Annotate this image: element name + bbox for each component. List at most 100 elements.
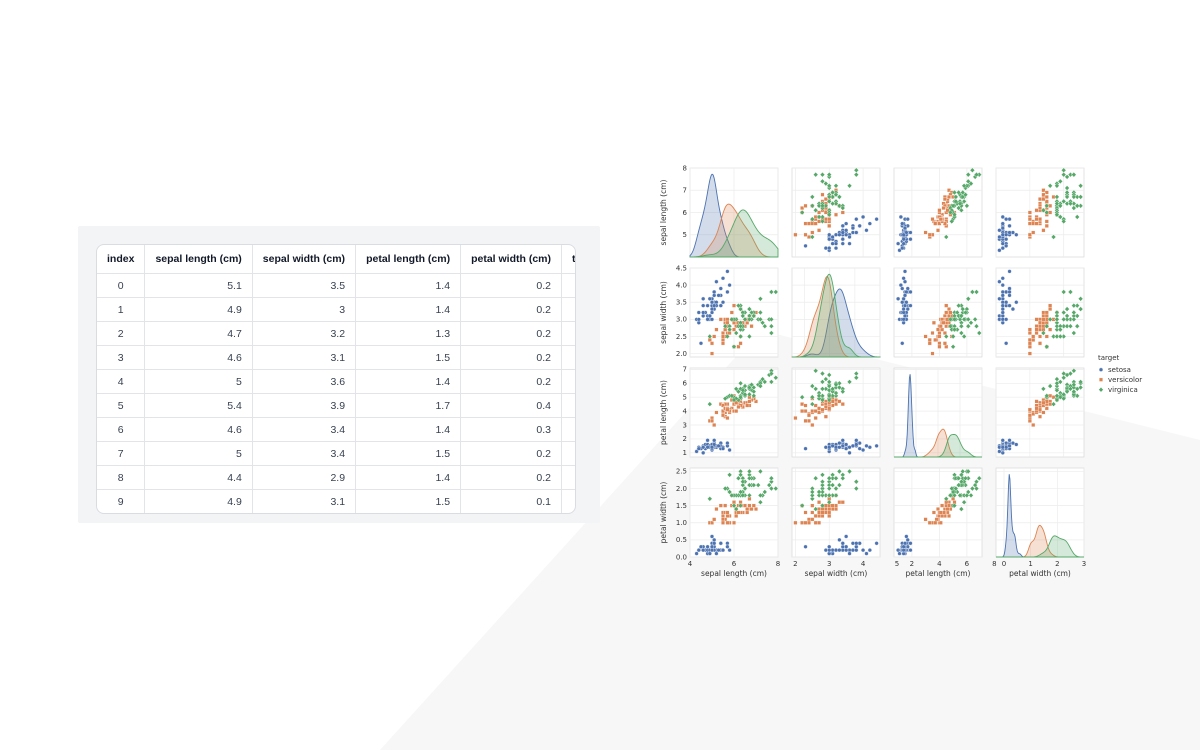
scatter-point-setosa xyxy=(1007,293,1012,298)
scatter-point-versicolor xyxy=(803,203,808,208)
scatter-point-versicolor xyxy=(725,510,730,515)
scatter-point-versicolor xyxy=(725,320,730,325)
scatter-point-versicolor xyxy=(721,334,725,339)
scatter-point-setosa xyxy=(847,551,852,556)
scatter-point-versicolor xyxy=(817,520,822,525)
scatter-point-virginica xyxy=(1054,393,1060,399)
scatter-point-setosa xyxy=(901,241,906,246)
table-cell: 0.2 xyxy=(460,321,562,346)
scatter-point-versicolor xyxy=(721,403,725,408)
scatter-point-virginica xyxy=(840,475,846,481)
scatter-point-virginica xyxy=(836,203,842,209)
scatter-point-setosa xyxy=(997,296,1002,301)
scatter-point-setosa xyxy=(1000,320,1005,325)
scatter-point-virginica xyxy=(809,492,815,499)
scatter-point-setosa xyxy=(1000,246,1005,251)
scatter-point-versicolor xyxy=(944,344,949,349)
scatter-point-virginica xyxy=(819,397,826,403)
scatter-point-setosa xyxy=(1000,221,1005,226)
scatter-point-virginica xyxy=(773,289,779,295)
scatter-point-versicolor xyxy=(1048,327,1053,332)
kde-curve-virginica xyxy=(996,535,1085,558)
scatter-point-virginica xyxy=(1067,370,1074,377)
scatter-point-setosa xyxy=(905,307,910,312)
scatter-point-versicolor xyxy=(710,351,714,356)
scatter-point-versicolor xyxy=(820,407,825,412)
scatter-point-virginica xyxy=(833,183,839,189)
table-cell: 3.4 xyxy=(252,417,357,442)
scatter-point-virginica xyxy=(738,306,744,312)
scatter-point-virginica xyxy=(1044,203,1050,209)
scatter-point-setosa xyxy=(896,296,901,301)
scatter-point-setosa xyxy=(727,283,732,288)
scatter-point-virginica xyxy=(956,475,962,481)
scatter-point-virginica xyxy=(768,330,774,336)
scatter-point-setosa xyxy=(707,313,712,318)
scatter-point-setosa xyxy=(705,445,710,450)
scatter-point-versicolor xyxy=(721,517,725,522)
scatter-point-virginica xyxy=(956,482,962,488)
scatter-point-versicolor xyxy=(840,210,845,215)
scatter-point-setosa xyxy=(901,310,906,315)
scatter-point-versicolor xyxy=(723,503,728,508)
table-cell: 0.2 xyxy=(460,465,562,490)
scatter-point-versicolor xyxy=(813,403,818,408)
scatter-point-setosa xyxy=(900,286,905,291)
scatter-point-virginica xyxy=(746,468,752,475)
scatter-point-versicolor xyxy=(837,399,842,404)
scatter-point-virginica xyxy=(1064,316,1070,322)
scatter-point-virginica xyxy=(1044,393,1050,399)
scatter-point-versicolor xyxy=(745,507,750,512)
scatter-point-setosa xyxy=(908,303,913,308)
scatter-point-versicolor xyxy=(947,513,951,518)
scatter-point-versicolor xyxy=(938,510,943,515)
scatter-point-virginica xyxy=(1040,386,1046,392)
table-cell: 3.1 xyxy=(252,345,357,370)
scatter-point-virginica xyxy=(819,218,826,225)
scatter-point-virginica xyxy=(976,475,982,481)
y-tick-label: 4.0 xyxy=(676,281,687,289)
scatter-point-setosa xyxy=(705,544,710,549)
scatter-point-virginica xyxy=(951,316,958,322)
table-cell: 0 xyxy=(561,297,575,322)
scatter-point-virginica xyxy=(950,203,956,209)
scatter-point-setosa xyxy=(716,548,721,553)
scatter-point-setosa xyxy=(837,232,842,237)
scatter-point-setosa xyxy=(1014,232,1019,237)
scatter-point-virginica xyxy=(833,382,839,388)
scatter-point-setosa xyxy=(897,551,902,556)
scatter-point-virginica xyxy=(968,492,974,499)
scatter-point-virginica xyxy=(833,393,839,399)
scatter-point-virginica xyxy=(746,316,752,322)
scatter-point-virginica xyxy=(760,320,766,326)
scatter-point-virginica xyxy=(1078,183,1084,189)
x-tick-label: 8 xyxy=(776,560,780,568)
scatter-point-setosa xyxy=(827,544,832,549)
scatter-point-setosa xyxy=(1000,276,1005,281)
scatter-point-virginica xyxy=(727,472,733,478)
scatter-point-versicolor xyxy=(1034,327,1039,332)
scatter-point-versicolor xyxy=(1027,210,1032,215)
scatter-point-virginica xyxy=(757,296,763,302)
scatter-point-virginica xyxy=(1050,333,1057,340)
scatter-point-versicolor xyxy=(834,212,838,217)
scatter-point-versicolor xyxy=(938,217,943,222)
y-tick-label: 7 xyxy=(683,366,687,374)
scatter-point-setosa xyxy=(701,548,706,553)
table-row: 34.63.11.50.20 xyxy=(97,345,575,370)
scatter-point-virginica xyxy=(965,323,971,329)
scatter-point-virginica xyxy=(1078,306,1084,312)
scatter-point-virginica xyxy=(816,489,822,495)
scatter-point-versicolor xyxy=(1027,232,1032,237)
scatter-point-virginica xyxy=(969,167,975,173)
scatter-point-virginica xyxy=(738,489,744,495)
scatter-point-virginica xyxy=(733,506,739,512)
scatter-point-setosa xyxy=(902,541,908,546)
scatter-point-versicolor xyxy=(827,513,832,518)
y-tick-label: 4.5 xyxy=(676,264,687,272)
scatter-point-versicolor xyxy=(1044,219,1049,224)
scatter-point-virginica xyxy=(1044,323,1050,329)
table-cell: 1.4 xyxy=(355,369,462,394)
scatter-point-versicolor xyxy=(817,513,822,518)
scatter-point-versicolor xyxy=(721,337,725,342)
